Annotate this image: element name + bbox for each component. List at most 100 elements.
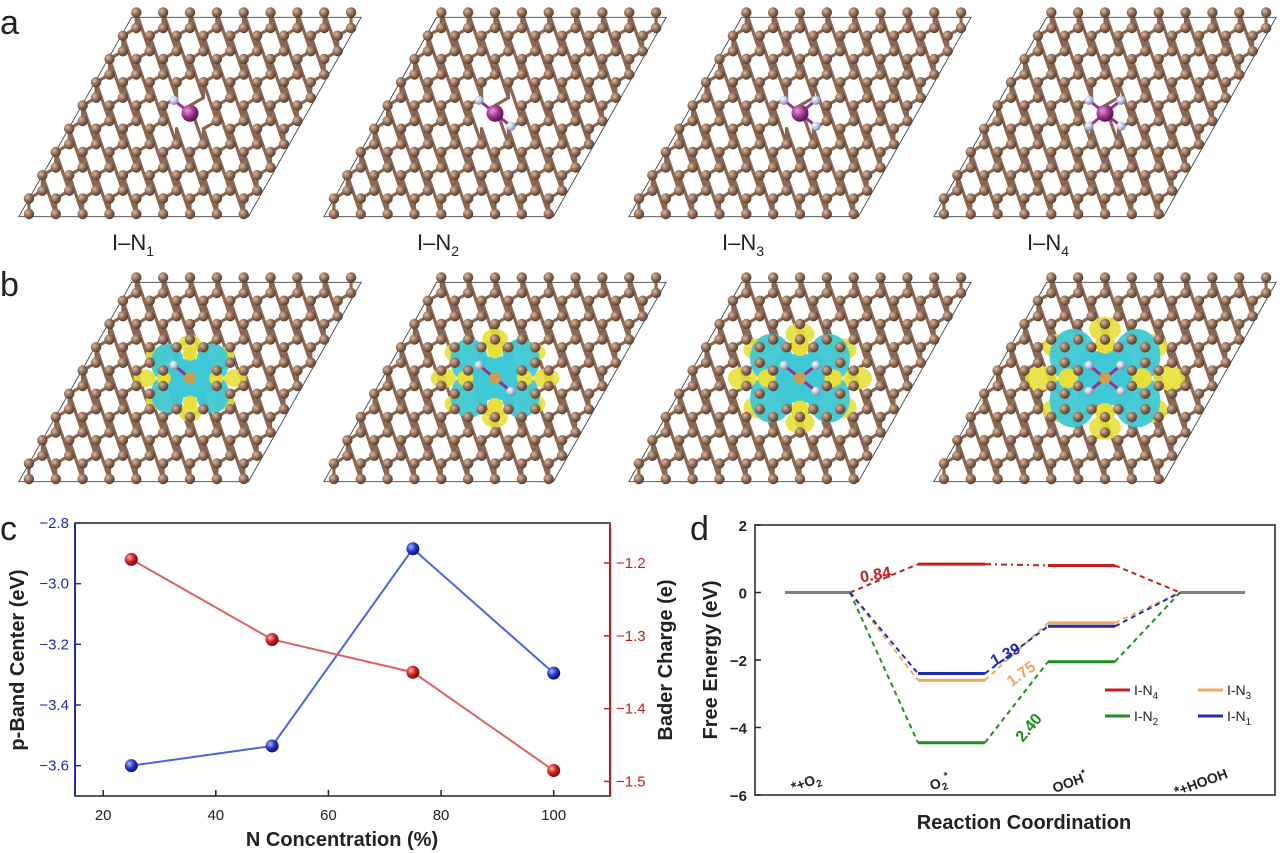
- carbon-atom: [1153, 7, 1164, 18]
- carbon-atom: [992, 380, 1003, 392]
- carbon-atom: [238, 365, 249, 376]
- bond: [161, 103, 179, 146]
- y-tick-label-left: −3.6: [39, 758, 69, 775]
- carbon-atom: [583, 139, 595, 150]
- bond: [905, 275, 923, 318]
- structure-label-4: I–N4: [1027, 230, 1069, 259]
- carbon-atom: [278, 295, 290, 306]
- carbon-atom: [516, 287, 528, 299]
- carbon-atom: [1059, 311, 1070, 322]
- bond: [466, 103, 484, 146]
- carbon-atom: [1193, 295, 1205, 306]
- bond: [439, 57, 457, 100]
- carbon-atom: [342, 450, 353, 461]
- carbon-atom: [1032, 139, 1044, 150]
- carbon-atom: [714, 380, 725, 392]
- carbon-atom: [1086, 77, 1097, 88]
- carbon-atom: [637, 30, 648, 41]
- bond: [134, 275, 152, 318]
- carbon-atom: [436, 272, 447, 283]
- bond: [627, 275, 645, 318]
- carbon-atom: [1234, 7, 1245, 18]
- carbon-atom: [530, 388, 541, 399]
- carbon-atom: [1260, 287, 1272, 299]
- bond: [1063, 438, 1080, 481]
- y-tick-label-d: 2: [739, 518, 747, 535]
- carbon-atom: [516, 458, 528, 469]
- bond: [399, 345, 417, 388]
- carbon-atom: [754, 404, 765, 415]
- carbon-atom: [1126, 7, 1138, 18]
- carbon-atom: [1099, 22, 1111, 34]
- bond: [771, 57, 789, 100]
- carbon-atom: [1126, 427, 1138, 438]
- carbon-atom: [1126, 458, 1138, 469]
- carbon-atom: [319, 7, 330, 18]
- bond: [1183, 275, 1201, 318]
- carbon-atom: [1099, 193, 1111, 204]
- bond: [1116, 34, 1134, 77]
- carbon-atom: [157, 380, 169, 392]
- carbon-atom: [90, 170, 102, 181]
- bond: [614, 34, 631, 77]
- bond: [533, 299, 551, 342]
- bond: [174, 173, 192, 216]
- carbon-atom: [395, 77, 407, 88]
- carbon-atom: [875, 162, 886, 173]
- carbon-atom: [238, 458, 249, 469]
- carbon-atom: [422, 170, 434, 181]
- carbon-atom: [251, 435, 263, 446]
- bond: [878, 275, 896, 318]
- carbon-atom: [570, 427, 581, 438]
- carbon-atom: [942, 311, 953, 322]
- carbon-atom: [184, 287, 196, 299]
- carbon-atom: [1220, 311, 1232, 322]
- bond: [268, 275, 286, 318]
- carbon-atom: [77, 458, 88, 469]
- carbon-atom: [1193, 92, 1205, 103]
- carbon-atom: [714, 69, 725, 80]
- carbon-atom: [821, 458, 833, 469]
- carbon-atom: [198, 311, 209, 322]
- carbon-atom: [77, 411, 88, 423]
- carbon-atom: [687, 427, 698, 438]
- carbon-atom: [211, 473, 223, 485]
- bond: [1009, 80, 1027, 123]
- carbon-atom: [767, 22, 779, 34]
- carbon-atom: [861, 77, 873, 88]
- carbon-atom: [1234, 53, 1245, 65]
- carbon-atom: [781, 311, 792, 322]
- carbon-atom: [821, 100, 833, 111]
- carbon-atom: [848, 334, 859, 345]
- bond: [560, 299, 578, 342]
- carbon-atom: [861, 92, 873, 103]
- bond: [386, 150, 403, 193]
- carbon-atom: [409, 53, 420, 65]
- bond: [372, 173, 390, 216]
- carbon-atom: [251, 388, 263, 399]
- carbon-atom: [727, 435, 739, 446]
- carbon-atom: [184, 473, 196, 485]
- carbon-atom: [225, 295, 236, 306]
- structure-row-a: [18, 7, 1277, 220]
- carbon-atom: [727, 123, 739, 134]
- carbon-atom: [992, 193, 1003, 204]
- bond: [479, 127, 497, 170]
- carbon-atom: [50, 427, 61, 438]
- carbon-atom: [861, 357, 873, 368]
- carbon-atom: [409, 162, 420, 173]
- bond: [771, 275, 789, 318]
- bond: [215, 103, 232, 146]
- bond: [744, 10, 762, 53]
- carbon-atom: [821, 115, 833, 127]
- carbon-atom: [1126, 53, 1138, 65]
- carbon-atom: [436, 411, 447, 423]
- carbon-atom: [781, 46, 792, 57]
- bond: [852, 275, 869, 318]
- bond: [439, 150, 457, 193]
- carbon-atom: [992, 146, 1003, 158]
- carbon-atom: [50, 208, 61, 220]
- carbon-atom: [225, 404, 236, 415]
- carbon-atom: [1166, 342, 1178, 353]
- bond: [798, 96, 816, 108]
